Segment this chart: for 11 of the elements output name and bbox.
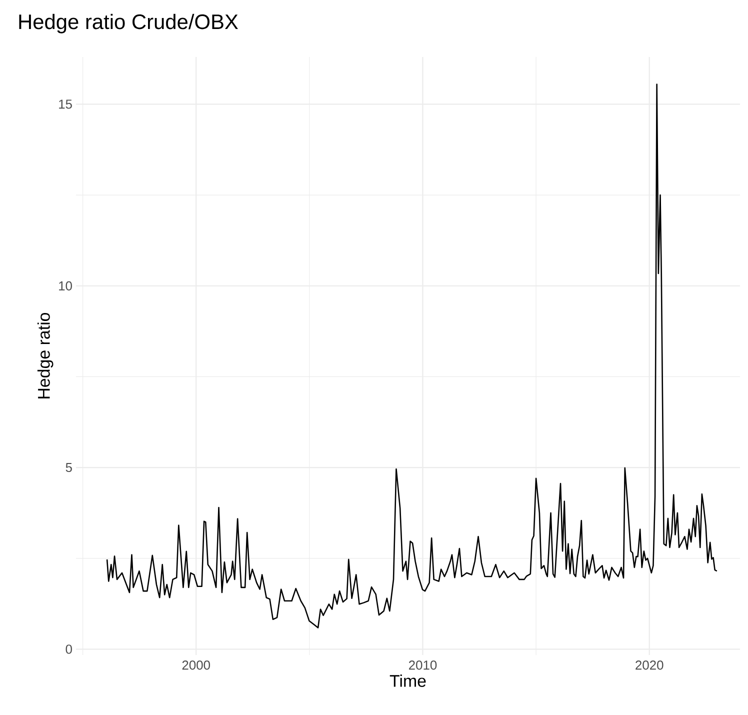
y-tick-label: 5 xyxy=(66,463,72,472)
x-tick-label: 2000 xyxy=(182,660,210,670)
x-tick-label: 2020 xyxy=(636,660,664,670)
line-series xyxy=(106,84,718,628)
y-axis-title: Hedge ratio xyxy=(37,312,54,398)
y-tick-label: 10 xyxy=(59,281,72,290)
x-axis-title: Time xyxy=(390,674,426,687)
chart-title: Hedge ratio Crude/OBX xyxy=(19,14,238,34)
x-tick-label: 2010 xyxy=(408,660,437,670)
y-tick-label: 0 xyxy=(66,644,72,654)
y-tick-label: 15 xyxy=(59,100,72,109)
